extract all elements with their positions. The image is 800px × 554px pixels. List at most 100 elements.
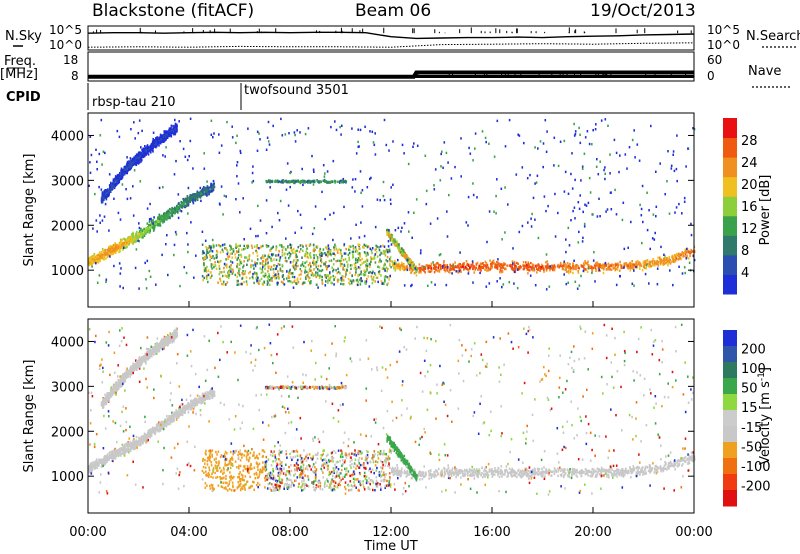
power-echo [329,213,331,216]
power-echo [252,252,254,255]
power-echo [639,203,641,207]
power-echo [112,248,114,251]
power-echo [315,254,318,257]
power-echo [458,263,460,266]
power-echo [296,255,298,258]
power-echo [118,262,121,265]
power-echo [166,234,168,237]
power-echo [325,276,328,279]
power-echo [327,181,330,184]
power-echo [652,213,655,216]
power-echo [250,264,252,267]
power-echo [399,248,401,252]
power-echo [401,226,403,229]
power-echo [141,152,144,155]
power-echo [116,244,119,247]
power-echo [381,282,383,285]
power-echo [543,270,545,273]
power-echo [88,184,90,187]
power-echo [205,188,208,192]
power-echo [285,277,288,280]
power-echo [599,215,601,218]
power-echo [222,243,224,247]
power-echo [237,250,240,253]
power-echo [461,265,463,269]
power-echo [120,241,122,244]
power-echo [277,211,279,215]
power-echo [486,263,489,267]
power-echo [583,263,586,267]
power-echo [529,173,531,177]
power-echo [496,267,499,271]
power-echo [666,180,668,183]
power-echo [106,248,109,251]
power-echo [438,270,441,273]
power-echo [392,140,394,143]
power-echo [388,149,390,152]
power-echo [463,262,465,265]
power-echo [268,273,270,276]
power-echo [357,140,359,144]
power-echo [203,258,205,262]
power-echo [123,167,125,171]
power-echo [415,270,418,273]
power-echo [279,199,282,203]
power-echo [374,261,377,264]
power-echo [128,239,131,243]
power-echo [612,267,614,270]
power-echo [530,225,533,228]
power-echo [246,246,249,249]
power-echo [385,259,388,262]
power-echo [90,153,93,157]
power-echo [339,179,342,183]
power-echo [384,254,387,257]
power-echo [153,141,155,144]
power-echo [637,261,639,264]
power-echo [341,254,343,258]
power-echo [619,263,622,267]
power-echo [649,247,651,251]
power-echo [291,275,294,279]
power-echo [568,271,570,275]
power-echo [108,173,111,176]
power-echo [410,262,412,265]
power-echo [228,274,230,277]
power-echo [231,256,233,259]
power-echo [291,281,294,284]
power-echo [180,210,183,213]
power-echo [551,264,553,267]
power-echo [349,264,352,267]
power-echo [315,260,318,264]
power-echo [545,269,548,272]
power-echo [105,257,107,260]
power-echo [235,243,237,246]
power-echo [269,279,271,282]
power-echo [497,258,499,261]
power-echo [302,264,305,268]
power-echo [352,244,354,248]
power-echo [386,249,389,252]
power-echo [384,280,386,283]
power-echo [577,266,579,270]
power-echo [208,187,210,190]
power-echo [320,259,322,262]
power-echo [127,166,130,170]
power-echo [274,264,276,267]
power-echo [453,267,455,270]
power-echo [292,286,295,289]
date-label: 19/Oct/2013 [590,1,696,21]
power-echo [386,229,388,232]
power-echo [99,252,101,256]
power-echo [464,265,467,269]
power-echo [415,265,417,268]
power-echo [211,274,213,277]
power-echo [225,195,227,198]
power-echo [130,159,133,163]
power-echo [602,266,605,269]
power-echo [156,223,159,226]
power-echo [341,124,343,127]
power-echo [567,192,570,195]
power-echo [513,268,515,272]
power-echo [225,258,227,261]
power-echo [648,265,650,268]
